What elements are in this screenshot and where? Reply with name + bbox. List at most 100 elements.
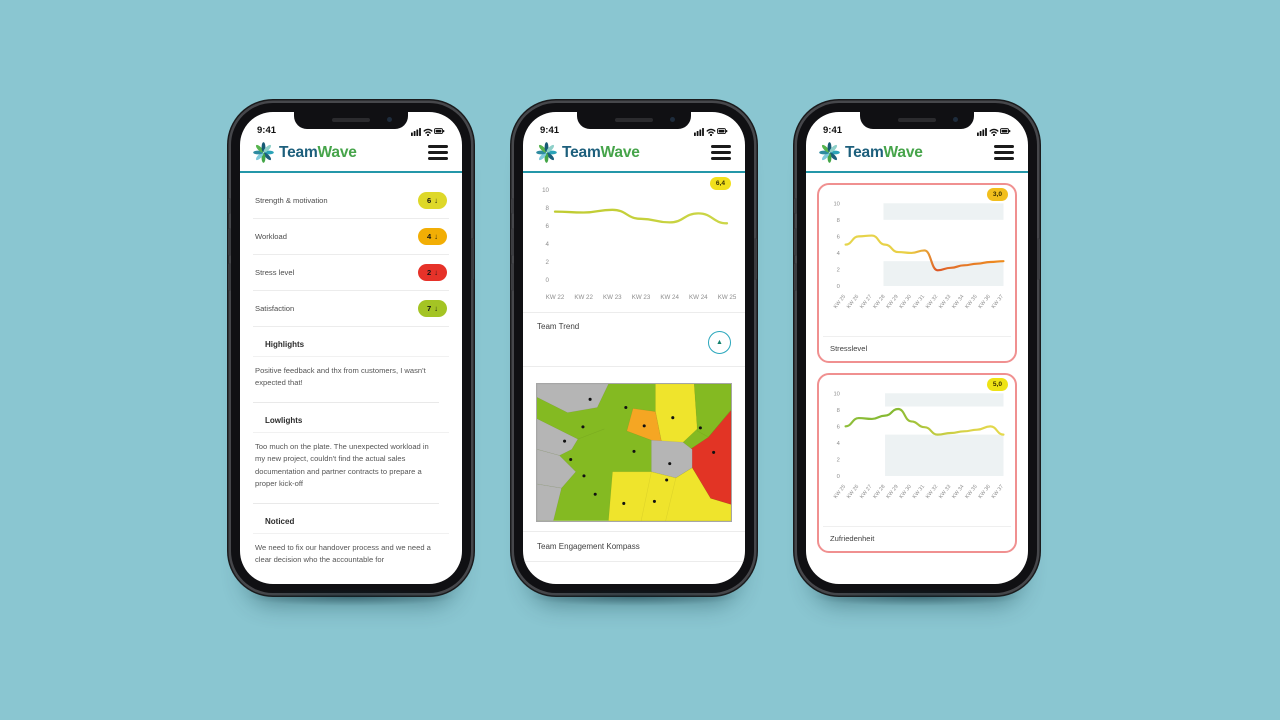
phone-shadow bbox=[245, 588, 457, 606]
svg-text:KW 27: KW 27 bbox=[859, 294, 873, 310]
metric-row-satisfaction[interactable]: Satisfaction 7 ↓ bbox=[253, 291, 449, 327]
svg-text:6: 6 bbox=[546, 223, 550, 230]
teamwave-logo-icon bbox=[536, 142, 557, 163]
svg-text:KW 29: KW 29 bbox=[885, 294, 899, 310]
chart-value-badge: 6,4 bbox=[709, 177, 731, 190]
notch bbox=[294, 112, 408, 129]
power-button bbox=[1037, 238, 1040, 280]
chart-value-badge: 3,0 bbox=[986, 188, 1008, 201]
metric-value-pill[interactable]: 2 ↓ bbox=[417, 264, 447, 281]
svg-text:KW 29: KW 29 bbox=[885, 484, 899, 500]
metric-value: 4 bbox=[426, 232, 432, 241]
svg-text:KW 27: KW 27 bbox=[859, 484, 873, 500]
svg-text:KW 31: KW 31 bbox=[912, 484, 926, 500]
svg-text:10: 10 bbox=[542, 187, 549, 194]
svg-text:KW 24: KW 24 bbox=[660, 294, 679, 301]
trend-up-button[interactable]: ▲ bbox=[708, 331, 731, 354]
svg-text:KW 30: KW 30 bbox=[899, 484, 913, 500]
svg-text:0: 0 bbox=[546, 277, 550, 284]
metric-row-workload[interactable]: Workload 4 ↓ bbox=[253, 219, 449, 255]
svg-text:KW 24: KW 24 bbox=[689, 294, 708, 301]
svg-text:KW 36: KW 36 bbox=[977, 484, 991, 500]
svg-text:8: 8 bbox=[546, 205, 550, 212]
app-header: TeamWave bbox=[806, 137, 1028, 173]
team-trend-row: Team Trend ▲ bbox=[523, 312, 745, 367]
section-noticed: Noticed We need to fix our handover proc… bbox=[240, 504, 462, 579]
metric-label: Workload bbox=[255, 232, 287, 241]
metric-value-pill[interactable]: 6 ↓ bbox=[417, 192, 447, 209]
hamburger-menu-icon[interactable] bbox=[426, 141, 450, 163]
brand-team: Team bbox=[562, 143, 601, 161]
trend-down-icon: ↓ bbox=[434, 304, 438, 313]
spacer bbox=[523, 367, 745, 383]
phone-mockup-3: 9:41 bbox=[794, 103, 1040, 606]
status-time: 9:41 bbox=[823, 125, 843, 136]
card-label: Zufriedenheit bbox=[823, 525, 1011, 551]
teamwave-logo-icon bbox=[253, 142, 274, 163]
metric-row-stress[interactable]: Stress level 2 ↓ bbox=[253, 255, 449, 291]
svg-text:4: 4 bbox=[837, 441, 841, 447]
svg-text:KW 22: KW 22 bbox=[546, 294, 565, 301]
brand-team: Team bbox=[279, 143, 318, 161]
kompass-caption: Team Engagement Kompass bbox=[523, 530, 745, 562]
notch bbox=[577, 112, 691, 129]
metric-row-strength[interactable]: Strength & motivation 6 ↓ bbox=[253, 183, 449, 219]
metric-value-pill[interactable]: 4 ↓ bbox=[417, 228, 447, 245]
metric-label: Stress level bbox=[255, 268, 295, 277]
svg-text:10: 10 bbox=[833, 391, 839, 397]
team-trend-line-chart: 0 2 4 6 8 10 KW 22 KW 22 KW 23 KW 23 KW 24 KW 24 KW … bbox=[542, 187, 737, 301]
svg-text:KW 33: KW 33 bbox=[938, 484, 952, 500]
app-title: TeamWave bbox=[845, 144, 923, 162]
screen-2: 9:41 bbox=[523, 112, 745, 584]
svg-text:KW 26: KW 26 bbox=[846, 484, 860, 500]
svg-text:KW 25: KW 25 bbox=[833, 294, 847, 310]
svg-text:KW 35: KW 35 bbox=[964, 294, 978, 310]
zufriedenheit-card[interactable]: 5,0 0 2 4 6 8 10 KW 25 KW 26 KW 27 KW 28 KW 29 KW 3… bbox=[817, 372, 1017, 553]
svg-text:8: 8 bbox=[837, 218, 840, 224]
teamwave-logo-icon bbox=[819, 142, 840, 163]
cellular-wifi-battery-icon bbox=[411, 128, 445, 136]
volume-down-button bbox=[228, 263, 231, 291]
phone-shadow bbox=[811, 588, 1023, 606]
section-highlights: Highlights Positive feedback and thx fro… bbox=[240, 327, 462, 404]
svg-text:KW 25: KW 25 bbox=[833, 484, 847, 500]
mute-switch bbox=[228, 198, 231, 214]
hamburger-menu-icon[interactable] bbox=[992, 141, 1016, 163]
phone-mockup-2: 9:41 bbox=[511, 103, 757, 606]
svg-text:KW 34: KW 34 bbox=[951, 294, 965, 310]
svg-text:6: 6 bbox=[837, 424, 840, 430]
svg-text:KW 35: KW 35 bbox=[964, 484, 978, 500]
hamburger-menu-icon[interactable] bbox=[709, 141, 733, 163]
team-trend-chart-card: 6,4 0 2 4 6 8 10 KW 22 KW 22 KW 23 KW 23 KW 24 KW 2… bbox=[523, 173, 745, 310]
svg-text:0: 0 bbox=[837, 284, 840, 290]
power-button bbox=[471, 238, 474, 280]
screen-3: 9:41 bbox=[806, 112, 1028, 584]
screen-1: 9:41 bbox=[240, 112, 462, 584]
section-title: Noticed bbox=[253, 510, 449, 534]
engagement-kompass-map[interactable] bbox=[536, 383, 732, 522]
phone-shadow bbox=[528, 588, 740, 606]
stresslevel-card[interactable]: 3,0 0 2 4 6 8 10 KW 25 KW 26 KW 27 KW 28 KW 29 KW 3… bbox=[817, 183, 1017, 363]
svg-text:KW 37: KW 37 bbox=[991, 484, 1005, 500]
metric-label: Satisfaction bbox=[255, 304, 295, 313]
section-body: Positive feedback and thx from customers… bbox=[253, 357, 439, 404]
svg-text:KW 26: KW 26 bbox=[846, 294, 860, 310]
metric-value: 2 bbox=[426, 268, 432, 277]
status-bar: 9:41 bbox=[523, 112, 745, 137]
svg-text:KW 31: KW 31 bbox=[912, 294, 926, 310]
trend-down-icon: ↓ bbox=[434, 196, 438, 205]
camera-dot bbox=[670, 117, 675, 122]
section-body: We need to fix our handover process and … bbox=[255, 542, 431, 564]
svg-text:KW 23: KW 23 bbox=[632, 294, 651, 301]
speaker bbox=[615, 118, 653, 122]
mute-switch bbox=[794, 198, 797, 214]
status-icons bbox=[411, 126, 445, 137]
brand-wave: Wave bbox=[883, 143, 923, 161]
app-header: TeamWave bbox=[240, 137, 462, 173]
svg-text:2: 2 bbox=[837, 457, 840, 463]
metric-value-pill[interactable]: 7 ↓ bbox=[417, 300, 447, 317]
section-title: Lowlights bbox=[253, 409, 449, 434]
metric-value: 7 bbox=[426, 304, 432, 313]
